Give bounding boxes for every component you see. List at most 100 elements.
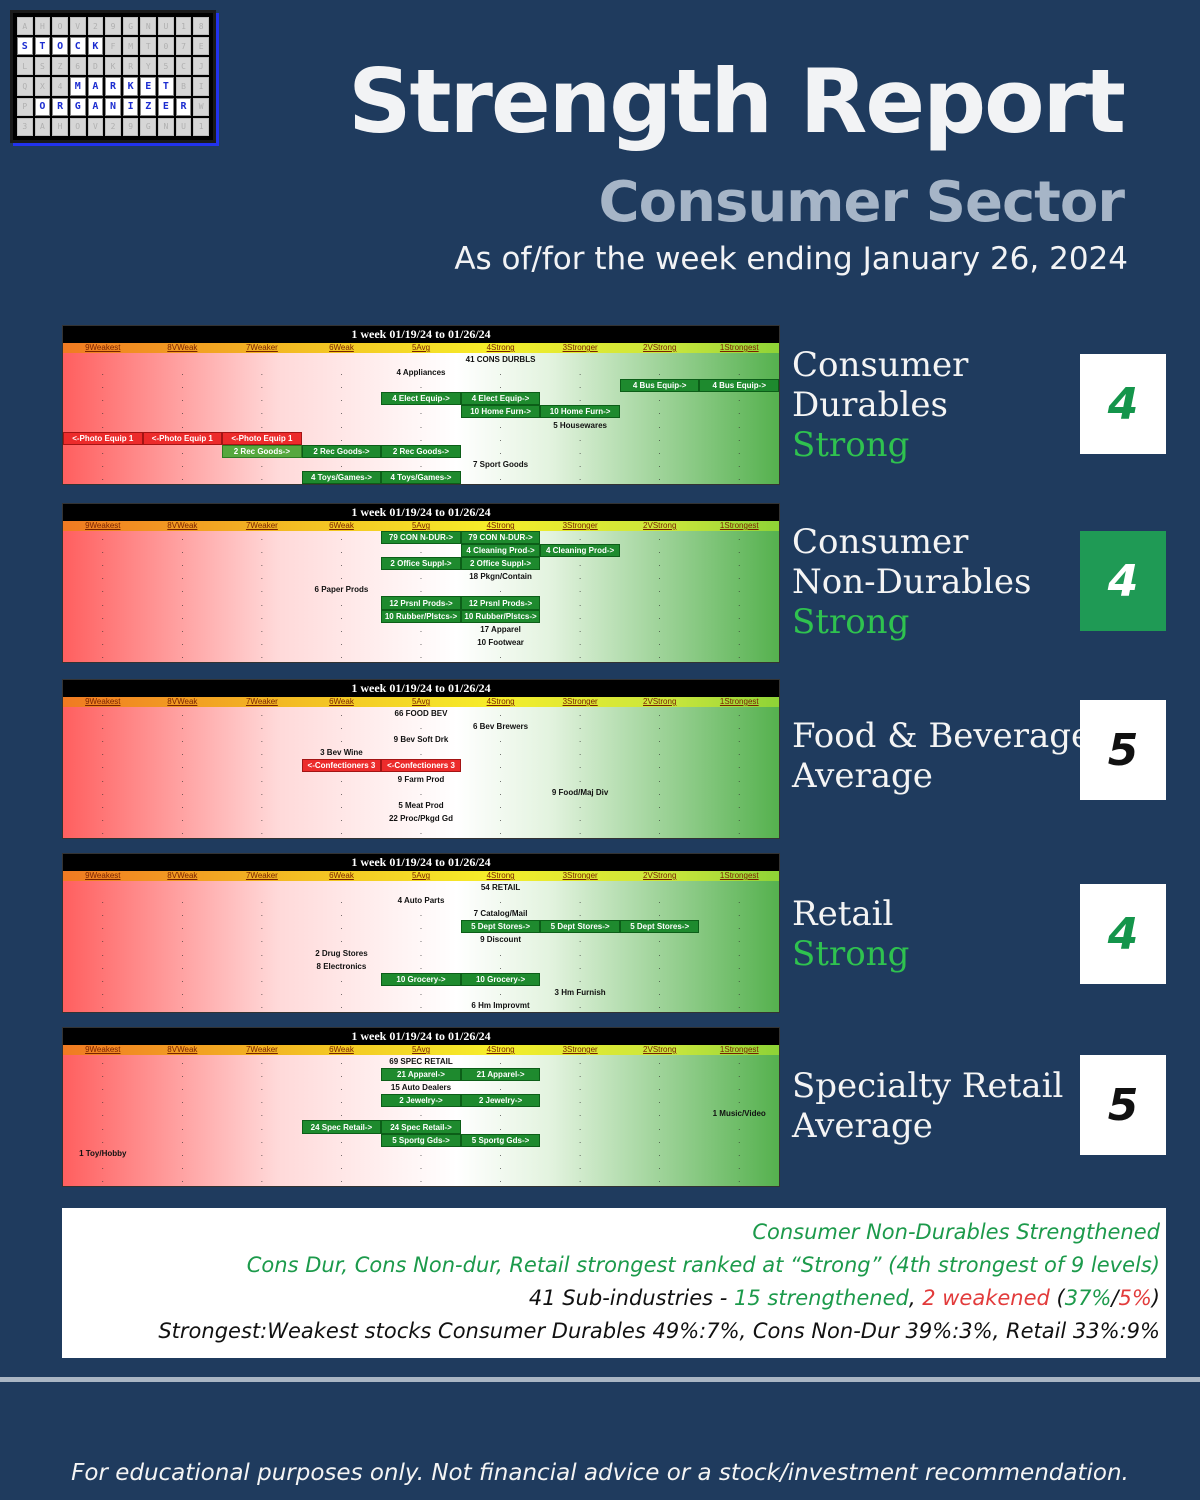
logo-tile: E bbox=[140, 77, 157, 96]
sector-label: Consumer Durables Strong bbox=[792, 345, 968, 465]
empty-cell: . bbox=[658, 546, 661, 556]
level-label: 5Avg bbox=[411, 1045, 431, 1054]
empty-cell: . bbox=[578, 826, 582, 836]
table-period-header: 1 week 01/19/24 to 01/26/24 bbox=[63, 680, 779, 697]
subindustry-cell: 10 Home Furn-> bbox=[540, 405, 620, 419]
logo-tile: 6 bbox=[69, 57, 86, 76]
level-label: 3Stronger bbox=[562, 697, 598, 706]
empty-cell: . bbox=[499, 1122, 502, 1132]
empty-cell: . bbox=[658, 896, 661, 906]
subindustry-cell: 5 Dept Stores-> bbox=[540, 920, 620, 934]
table-row: ... 24 Spec Retail-> 24 Spec Retail->.... bbox=[63, 1120, 779, 1134]
empty-cell: . bbox=[101, 826, 104, 836]
empty-cell: . bbox=[578, 896, 582, 906]
empty-cell: . bbox=[101, 1174, 104, 1184]
subindustry-cell: 10 Home Furn-> bbox=[460, 405, 541, 419]
summary-line-3: 41 Sub-industries - 15 strengthened, 2 w… bbox=[62, 1282, 1160, 1315]
empty-cell: . bbox=[578, 368, 582, 378]
table-row: ......... bbox=[63, 649, 779, 662]
logo-tile: C bbox=[175, 57, 192, 76]
empty-cell: . bbox=[181, 1122, 184, 1132]
table-row: .... 21 Apparel-> 21 Apparel->... bbox=[63, 1068, 779, 1082]
level-label: 6Weak bbox=[329, 343, 354, 352]
subindustry-cell: 5 Sportg Gds-> bbox=[460, 1133, 541, 1147]
empty-cell: . bbox=[101, 787, 104, 797]
logo-tile: T bbox=[140, 37, 157, 56]
empty-cell: . bbox=[260, 585, 263, 595]
logo-tile: K bbox=[122, 77, 139, 96]
empty-cell: . bbox=[738, 546, 741, 556]
subindustry-cell: 69 SPEC RETAIL bbox=[389, 1057, 453, 1067]
level-label: 6Weak bbox=[329, 1045, 354, 1054]
empty-cell: . bbox=[260, 1070, 263, 1080]
subindustry-cell: 2 Office Suppl-> bbox=[381, 557, 461, 571]
table-row: ...... 3 Hm Furnish.. bbox=[63, 986, 779, 999]
level-label: 7Weaker bbox=[245, 521, 278, 530]
empty-cell bbox=[381, 881, 461, 894]
subindustry-cell: 9 Bev Soft Drk bbox=[393, 735, 449, 745]
table-period-header: 1 week 01/19/24 to 01/26/24 bbox=[63, 1028, 779, 1045]
subindustry-cell: 9 Farm Prod bbox=[397, 774, 445, 784]
empty-cell: . bbox=[260, 394, 263, 404]
empty-cell: . bbox=[260, 826, 263, 836]
empty-cell: . bbox=[101, 1096, 104, 1106]
level-label: 9Weakest bbox=[85, 697, 121, 706]
empty-cell: . bbox=[499, 381, 502, 391]
empty-cell: . bbox=[340, 987, 343, 997]
empty-cell: . bbox=[260, 650, 263, 660]
empty-cell: . bbox=[181, 813, 184, 823]
logo-tile: W bbox=[193, 97, 209, 116]
empty-cell: . bbox=[181, 761, 184, 771]
empty-cell: . bbox=[738, 787, 741, 797]
empty-cell: . bbox=[260, 1109, 263, 1119]
empty-cell: . bbox=[260, 761, 263, 771]
empty-cell bbox=[222, 353, 302, 366]
empty-cell bbox=[302, 353, 382, 366]
empty-cell: . bbox=[419, 433, 423, 443]
empty-cell: . bbox=[340, 735, 343, 745]
strength-table-2: 1 week 01/19/24 to 01/26/24 9Weakest 8VWea… bbox=[62, 503, 780, 663]
empty-cell: . bbox=[578, 533, 582, 543]
summary-sep: , bbox=[908, 1286, 923, 1310]
empty-cell: . bbox=[260, 948, 263, 958]
empty-cell: . bbox=[260, 407, 263, 417]
empty-cell: . bbox=[260, 572, 263, 582]
level-label: 3Stronger bbox=[562, 343, 598, 352]
empty-cell: . bbox=[101, 735, 104, 745]
sector-label: Food & Beverage Average bbox=[792, 716, 1091, 796]
logo-tile: 2 bbox=[87, 17, 104, 36]
empty-cell: . bbox=[340, 394, 343, 404]
empty-cell: . bbox=[340, 722, 343, 732]
table-period-header: 1 week 01/19/24 to 01/26/24 bbox=[63, 504, 779, 521]
table-row: .... 69 SPEC RETAIL.... bbox=[63, 1055, 779, 1068]
logo-tile: R bbox=[175, 97, 192, 116]
empty-cell: . bbox=[419, 572, 423, 582]
summary-strengthened: 15 strengthened bbox=[734, 1286, 909, 1310]
empty-cell: . bbox=[101, 459, 104, 469]
table-row: ... 6 Paper Prods..... bbox=[63, 583, 779, 596]
empty-cell: . bbox=[340, 1174, 343, 1184]
empty-cell: . bbox=[658, 948, 661, 958]
table-row: .... 9 Bev Soft Drk.... bbox=[63, 733, 779, 746]
empty-cell: . bbox=[658, 761, 661, 771]
level-label: 6Weak bbox=[329, 521, 354, 530]
level-label: 4Strong bbox=[486, 697, 515, 706]
subindustry-cell: 4 Auto Parts bbox=[397, 896, 445, 906]
empty-cell: . bbox=[499, 709, 502, 719]
level-label: 8VWeak bbox=[167, 1045, 198, 1054]
subindustry-cell: 21 Apparel-> bbox=[381, 1068, 461, 1082]
empty-cell: . bbox=[181, 909, 184, 919]
logo-tile: 8 bbox=[193, 17, 209, 36]
logo-tile: C bbox=[69, 37, 86, 56]
page-subtitle: Consumer Sector bbox=[598, 170, 1125, 235]
empty-cell: . bbox=[658, 735, 661, 745]
subindustry-cell: <-Confectioners 3 bbox=[301, 759, 382, 773]
table-row: .... 2 Office Suppl-> 2 Office Suppl->... bbox=[63, 557, 779, 571]
table-row: ..... 10 Footwear... bbox=[63, 636, 779, 649]
page-title: Strength Report bbox=[348, 50, 1126, 153]
empty-cell: . bbox=[419, 420, 423, 430]
subindustry-cell: 2 Jewelry-> bbox=[460, 1094, 541, 1108]
logo-tile: A bbox=[87, 77, 104, 96]
empty-cell: . bbox=[101, 381, 104, 391]
table-row: .... 2 Jewelry-> 2 Jewelry->... bbox=[63, 1094, 779, 1108]
